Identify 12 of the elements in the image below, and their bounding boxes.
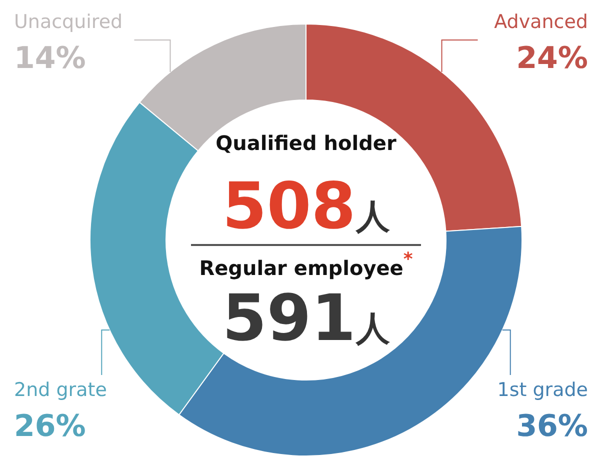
slice-label: 1st grade — [497, 379, 588, 401]
data-label: 24% — [516, 41, 588, 76]
data-label: 14% — [14, 41, 86, 76]
text: 591人 — [222, 282, 391, 356]
slice-label: 2nd grate — [14, 379, 107, 401]
slice-label: Unacquired — [14, 11, 123, 33]
data-label: 36% — [516, 409, 588, 444]
text: 508人 — [222, 170, 391, 244]
data-label: 26% — [14, 409, 86, 444]
text: Regular employee$^{*}$ — [199, 248, 414, 280]
text: Qualified holder — [216, 131, 396, 155]
slice-label: Advanced — [494, 11, 588, 33]
